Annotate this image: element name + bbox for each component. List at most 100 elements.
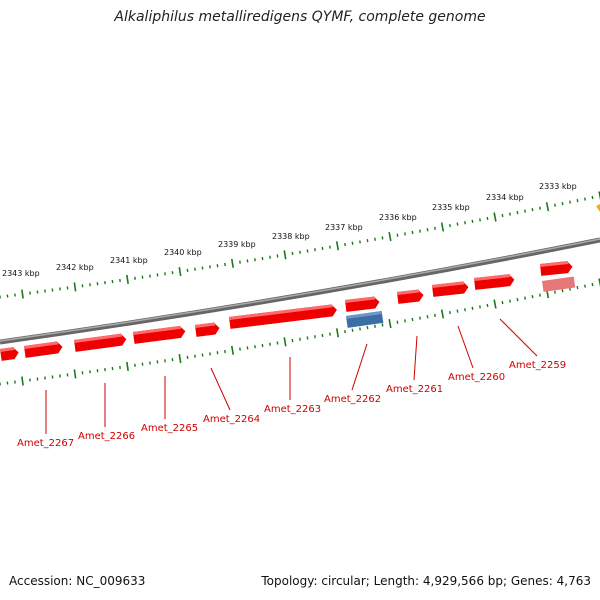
reverse-gene-highlight [346,310,383,319]
forward-gene [474,274,515,290]
inner-minor-tick [456,309,459,313]
forward-gene [345,296,380,312]
inner-major-tick [178,353,182,364]
gene-label: Amet_2265 [141,423,198,434]
scale-label: 2333 kbp [539,182,577,191]
gene-arrow-highlight [195,322,216,328]
inner-major-tick [440,309,445,319]
outer-minor-tick [449,223,451,228]
gene-label: Amet_2261 [386,384,443,395]
outer-minor-tick [464,221,466,225]
backbone-highlight [0,238,600,342]
outer-minor-tick [306,249,309,253]
inner-minor-tick [539,293,541,297]
inner-minor-tick [419,316,421,320]
outer-major-tick [178,266,182,277]
inner-minor-tick [449,310,451,315]
scale-label: 2343 kbp [2,269,40,278]
outer-minor-tick [321,246,324,251]
inner-minor-tick [561,289,564,293]
scale-label: 2335 kbp [432,203,470,212]
backbone-line [0,237,600,345]
outer-minor-tick [359,240,361,244]
outer-minor-tick [516,211,519,215]
outer-minor-tick [456,222,459,226]
outer-minor-tick [591,195,594,200]
outer-major-tick [73,282,77,292]
forward-gene [540,261,573,276]
outer-major-tick [126,274,129,284]
outer-minor-tick [561,202,564,206]
pseudo-gene-body [542,276,576,292]
gene-arrow-highlight [74,333,122,343]
inner-minor-tick [381,323,384,327]
forward-gene [228,304,337,329]
inner-major-tick [126,361,129,371]
inner-minor-tick [314,335,316,339]
inner-minor-tick [306,336,309,340]
scale-label: 2338 kbp [272,232,310,241]
gene-arrow-highlight [540,261,569,267]
outer-major-tick [388,232,392,242]
outer-major-tick [598,191,600,200]
leader-line [351,343,368,391]
edge-feature-marker [596,204,600,212]
scale-label: 2339 kbp [218,240,256,249]
outer-minor-tick [554,203,556,207]
outer-minor-tick [366,238,369,243]
outer-minor-tick [314,248,316,252]
inner-minor-tick [344,329,346,334]
outer-minor-tick [569,200,571,204]
gene-arrow-body [229,304,337,329]
outer-major-tick [335,241,340,251]
leader-line [210,367,231,411]
leader-line [499,318,538,357]
outer-major-tick [493,212,497,222]
outer-minor-tick [434,226,436,230]
genome-backbone [0,237,600,345]
gene-arrow-highlight [133,325,181,335]
outer-minor-tick [351,241,354,245]
forward-gene [74,333,127,352]
scale-label: 2340 kbp [164,248,202,257]
outer-minor-tick [524,209,526,213]
gene-arrow-highlight [474,274,511,281]
scale-labels: 2343 kbp 2342 kbp 2341 kbp 2340 kbp 2339 kbp… [2,182,577,278]
leader-line [413,335,418,381]
scale-label: 2337 kbp [325,223,363,232]
outer-minor-tick [329,245,331,249]
leader-line [457,325,474,369]
outer-minor-tick [531,208,534,212]
scale-label: 2334 kbp [486,193,524,202]
gene-arrow-highlight [24,341,59,349]
outer-minor-tick [539,206,541,210]
gene-features [0,204,600,361]
scale-label: 2336 kbp [379,213,417,222]
inner-minor-tick [396,320,399,324]
inner-minor-tick [471,306,474,310]
inner-minor-tick [509,299,511,303]
map-title: Alkaliphilus metalliredigens QYMF, compl… [114,9,486,25]
gene-arrow-highlight [397,289,420,295]
inner-major-tick [231,345,234,355]
inner-minor-tick [404,319,406,323]
outer-minor-tick [576,199,579,203]
outer-minor-tick [426,228,429,232]
gene-label: Amet_2259 [509,360,566,371]
outer-minor-tick [411,230,414,235]
forward-gene [133,325,186,344]
outer-minor-tick [374,237,376,241]
inner-minor-tick [479,305,481,309]
inner-minor-tick [434,313,436,317]
inner-minor-tick [464,308,466,312]
inner-minor-tick [591,282,594,287]
outer-minor-tick [381,236,384,240]
outer-major-tick [545,202,550,212]
outer-minor-tick [584,197,586,201]
inner-minor-tick [576,286,579,290]
gene-label: Amet_2264 [203,414,260,425]
gene-label: Amet_2262 [324,394,381,405]
gene-arrow-highlight [345,296,376,303]
inner-minor-tick [351,328,354,332]
